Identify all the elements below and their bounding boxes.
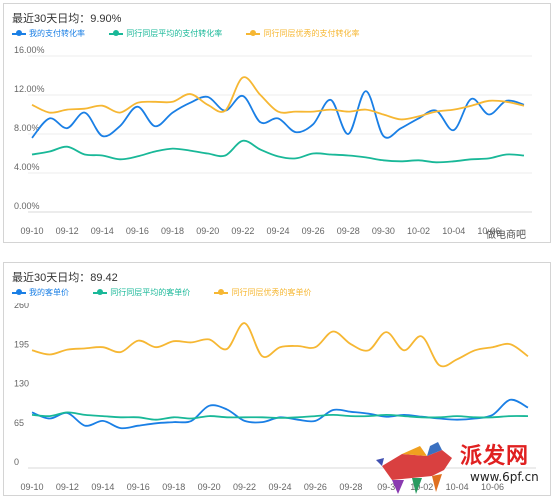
watermark-text: 做电商吧 — [486, 230, 526, 241]
y-tick-label: 0 — [14, 457, 19, 467]
series-line-0 — [31, 398, 529, 430]
y-tick-label: 65 — [14, 418, 24, 428]
x-tick-label: 09-22 — [233, 482, 256, 492]
x-tick-label: 09-14 — [91, 482, 114, 492]
y-tick-label: 0.00% — [14, 201, 40, 211]
brand-logo-text: 派发网 — [460, 443, 530, 469]
x-tick-label: 09-12 — [56, 226, 79, 236]
chart-panel-conversion: 最近30天日均：9.90% 我的支付转化率 同行同层平均的支付转化率 同行同层优… — [3, 3, 551, 243]
series-line-0 — [31, 90, 525, 139]
legend-swatch-icon — [214, 289, 229, 296]
x-tick-label: 09-28 — [339, 482, 362, 492]
x-tick-label: 09-30 — [372, 226, 395, 236]
x-tick-label: 09-18 — [162, 482, 185, 492]
legend-swatch-icon — [12, 30, 26, 37]
order-value-average-text: 最近30天日均：89.42 — [12, 272, 118, 284]
x-tick-label: 09-26 — [304, 482, 327, 492]
x-tick-label: 09-26 — [302, 226, 325, 236]
x-tick-label: 09-12 — [56, 482, 79, 492]
x-tick-label: 09-16 — [126, 226, 149, 236]
y-tick-label: 12.00% — [14, 84, 45, 94]
x-tick-label: 09-28 — [337, 226, 360, 236]
series-line-1 — [31, 139, 525, 164]
bull-logo-icon — [376, 442, 452, 494]
x-tick-label: 09-10 — [20, 226, 43, 236]
order-value-legend: 我的客单价 同行同层平均的客单价 同行同层优秀的客单价 — [12, 287, 333, 298]
x-tick-label: 09-18 — [161, 226, 184, 236]
x-tick-label: 10-06 — [477, 226, 500, 236]
legend-swatch-icon — [93, 289, 108, 296]
brand-url-text: www.6pf.cn — [470, 470, 539, 484]
x-tick-label: 10-06 — [481, 482, 504, 492]
legend-item-peer-excellent-order-value[interactable]: 同行同层优秀的客单价 — [214, 287, 311, 298]
x-tick-label: 09-16 — [127, 482, 150, 492]
x-tick-label: 09-10 — [20, 482, 43, 492]
x-tick-label: 10-04 — [442, 226, 465, 236]
conversion-line-chart: 0.00% 4.00% 8.00% 12.00% 16.00% 09-10 09-12 09-… — [14, 46, 532, 236]
series-line-2 — [31, 322, 529, 368]
x-tick-label: 09-22 — [231, 226, 254, 236]
x-tick-label: 09-24 — [268, 482, 291, 492]
legend-item-my-conversion[interactable]: 我的支付转化率 — [12, 28, 85, 39]
legend-item-my-order-value[interactable]: 我的客单价 — [12, 287, 69, 298]
y-tick-label: 16.00% — [14, 46, 45, 55]
legend-item-peer-average-order-value[interactable]: 同行同层平均的客单价 — [93, 287, 190, 298]
x-tick-label: 09-3 — [377, 482, 395, 492]
legend-item-peer-excellent-conversion[interactable]: 同行同层优秀的支付转化率 — [246, 28, 359, 39]
y-tick-label: 130 — [14, 379, 29, 389]
x-tick-label: 09-20 — [196, 226, 219, 236]
chart-panel-order-value: 最近30天日均：89.42 我的客单价 同行同层平均的客单价 同行同层优秀的客单… — [3, 262, 551, 496]
y-tick-label: 195 — [14, 339, 29, 349]
x-tick-label: 10-02 — [410, 482, 433, 492]
y-tick-label: 8.00% — [14, 123, 40, 133]
legend-swatch-icon — [246, 30, 261, 37]
x-tick-label: 09-20 — [198, 482, 221, 492]
y-tick-label: 4.00% — [14, 162, 40, 172]
order-value-line-chart: 0 65 130 195 260 09-10 09-12 09-14 09-16 09-18 09-… — [14, 303, 536, 492]
x-tick-label: 10-04 — [446, 482, 469, 492]
legend-swatch-icon — [12, 289, 26, 296]
series-line-1 — [31, 411, 529, 421]
x-tick-label: 10-02 — [407, 226, 430, 236]
conversion-average-text: 最近30天日均：9.90% — [12, 13, 122, 25]
x-tick-label: 09-24 — [266, 226, 289, 236]
legend-swatch-icon — [109, 30, 124, 37]
y-tick-label: 260 — [14, 303, 29, 310]
series-line-2 — [31, 76, 525, 121]
conversion-legend: 我的支付转化率 同行同层平均的支付转化率 同行同层优秀的支付转化率 — [12, 28, 381, 39]
x-tick-label: 09-14 — [91, 226, 114, 236]
legend-item-peer-average-conversion[interactable]: 同行同层平均的支付转化率 — [109, 28, 222, 39]
